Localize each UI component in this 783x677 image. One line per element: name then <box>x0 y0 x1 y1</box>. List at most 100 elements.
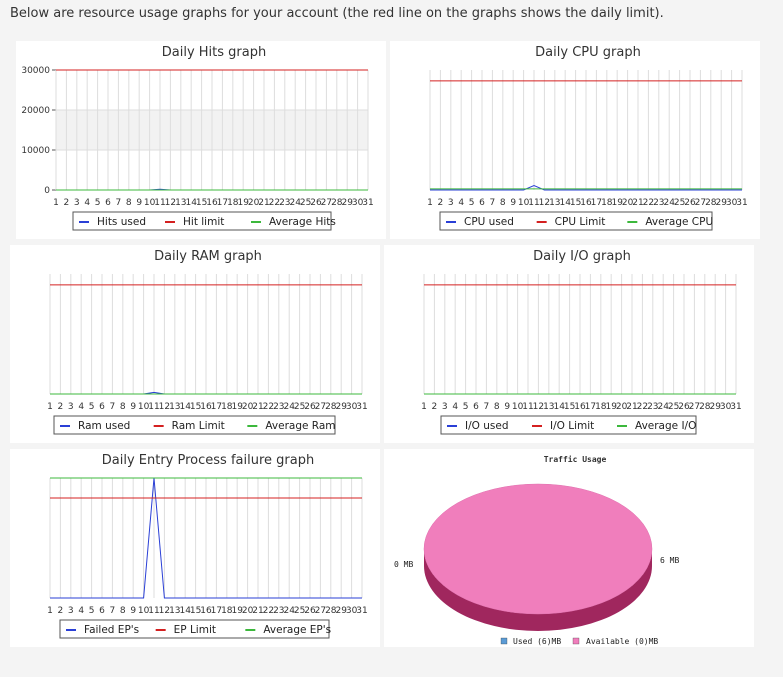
x-tick-label: 17 <box>591 198 602 208</box>
x-tick-label: 8 <box>494 402 500 412</box>
x-tick-label: 27 <box>315 606 326 616</box>
x-tick-label: 18 <box>601 198 613 208</box>
x-tick-label: 7 <box>484 402 490 412</box>
x-tick-label: 19 <box>605 402 617 412</box>
x-tick-label: 18 <box>221 606 233 616</box>
x-tick-label: 27 <box>315 402 326 412</box>
x-tick-label: 7 <box>116 198 122 208</box>
x-tick-label: 28 <box>325 402 337 412</box>
x-tick-label: 1 <box>47 402 53 412</box>
x-tick-label: 18 <box>221 402 233 412</box>
x-tick-label: 11 <box>148 606 159 616</box>
x-tick-label: 15 <box>564 402 575 412</box>
y-tick-label: 30000 <box>21 66 50 76</box>
x-tick-label: 8 <box>120 402 126 412</box>
io-legend <box>440 415 697 435</box>
pie-label-right: 6 MB <box>660 556 679 565</box>
x-tick-label: 9 <box>130 402 136 412</box>
traffic-title: Traffic Usage <box>544 454 607 464</box>
x-tick-label: 3 <box>68 606 74 616</box>
x-tick-label: 1 <box>427 198 433 208</box>
x-tick-label: 25 <box>294 606 305 616</box>
x-tick-label: 1 <box>47 606 53 616</box>
x-tick-label: 23 <box>273 606 284 616</box>
x-tick-label: 11 <box>154 198 165 208</box>
x-tick-label: 17 <box>211 402 222 412</box>
x-tick-label: 25 <box>674 198 685 208</box>
legend-label: Average Hits <box>269 216 336 228</box>
x-tick-label: 31 <box>356 606 367 616</box>
traffic-usage-chart: Traffic Usage 0 MB 6 MB Used (6)MB Avail… <box>394 454 679 646</box>
traffic-usage-panel: Traffic Usage 0 MB 6 MB Used (6)MB Avail… <box>384 449 754 647</box>
x-tick-label: 19 <box>237 198 249 208</box>
legend-label: I/O used <box>465 420 509 432</box>
x-tick-label: 18 <box>227 198 239 208</box>
x-tick-label: 7 <box>110 402 116 412</box>
pie-side-used <box>424 549 652 631</box>
x-tick-label: 21 <box>252 606 263 616</box>
y-tick-label: 20000 <box>21 106 50 116</box>
x-tick-label: 23 <box>279 198 290 208</box>
x-tick-label: 24 <box>657 402 669 412</box>
x-tick-label: 24 <box>283 606 295 616</box>
x-tick-label: 20 <box>248 198 260 208</box>
x-tick-label: 23 <box>647 402 658 412</box>
x-tick-label: 1 <box>53 198 59 208</box>
legend-label: Failed EP's <box>84 624 139 636</box>
x-tick-label: 18 <box>595 402 607 412</box>
x-tick-label: 13 <box>549 198 560 208</box>
cpu-graph-panel: Daily CPU graph 1 2 3 4 5 6 7 8 9 10 11 12 13 14 15 16 17… <box>390 41 760 239</box>
x-tick-label: 23 <box>653 198 664 208</box>
x-tick-label: 12 <box>165 198 176 208</box>
x-tick-label: 11 <box>522 402 533 412</box>
x-tick-label: 6 <box>99 402 105 412</box>
hits-graph-title: Daily Hits graph <box>162 45 266 60</box>
ep-series-used <box>50 477 362 599</box>
x-tick-label: 15 <box>190 606 201 616</box>
x-tick-label: 5 <box>463 402 469 412</box>
x-tick-label: 6 <box>479 198 485 208</box>
x-tick-label: 22 <box>637 402 648 412</box>
x-tick-label: 26 <box>310 198 322 208</box>
x-tick-label: 16 <box>200 606 212 616</box>
x-tick-label: 14 <box>179 402 191 412</box>
ram-graph-panel: Daily RAM graph 1 2 3 4 5 6 7 8 9 10 11 12 13 14 15 16 17… <box>10 245 380 443</box>
x-tick-label: 17 <box>585 402 596 412</box>
x-tick-label: 3 <box>74 198 80 208</box>
x-tick-label: 16 <box>574 402 586 412</box>
x-tick-label: 16 <box>200 402 212 412</box>
x-tick-label: 12 <box>533 402 544 412</box>
x-tick-label: 8 <box>500 198 506 208</box>
x-tick-label: 20 <box>622 198 634 208</box>
x-tick-label: 12 <box>159 402 170 412</box>
x-tick-label: 15 <box>196 198 207 208</box>
x-tick-label: 27 <box>321 198 332 208</box>
x-tick-label: 22 <box>643 198 654 208</box>
ep-graph-panel: Daily Entry Process failure graph 1 2 3 4 5 6 7… <box>10 449 380 647</box>
y-tick-label: 0 <box>44 186 50 196</box>
x-tick-label: 4 <box>458 198 464 208</box>
x-tick-label: 4 <box>78 402 84 412</box>
x-tick-label: 6 <box>105 198 111 208</box>
hits-legend <box>72 211 332 231</box>
x-tick-label: 11 <box>148 402 159 412</box>
x-tick-label: 29 <box>709 402 721 412</box>
legend-label: CPU used <box>464 216 514 228</box>
x-tick-label: 24 <box>283 402 295 412</box>
x-tick-label: 29 <box>715 198 727 208</box>
pie-slice-used <box>423 483 653 615</box>
legend-available: Available (0)MB <box>586 637 658 646</box>
x-tick-label: 14 <box>559 198 571 208</box>
x-tick-label: 28 <box>325 606 337 616</box>
x-tick-label: 9 <box>504 402 510 412</box>
x-tick-label: 2 <box>58 606 64 616</box>
x-tick-label: 3 <box>442 402 448 412</box>
ram-graph-title: Daily RAM graph <box>154 249 262 264</box>
cpu-series-used <box>430 185 742 191</box>
x-tick-label: 3 <box>448 198 454 208</box>
legend-swatch-available <box>572 637 580 645</box>
legend-label: Hits used <box>97 216 146 228</box>
x-tick-label: 28 <box>331 198 343 208</box>
